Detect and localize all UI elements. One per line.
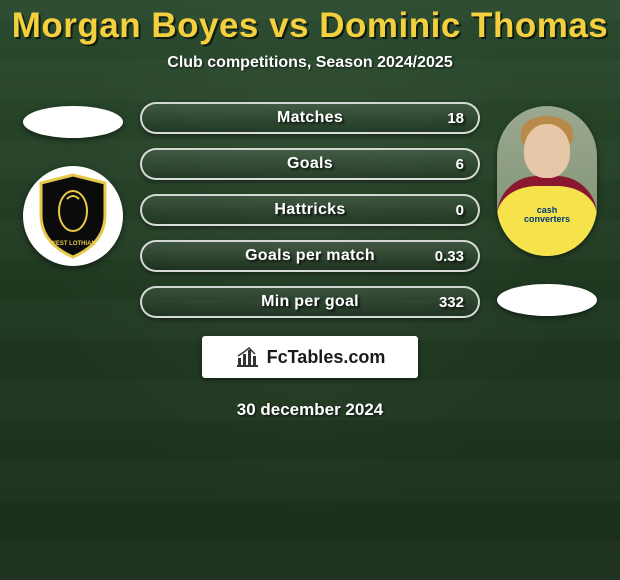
stat-bar: Matches 18 bbox=[140, 102, 480, 134]
player2-name-ellipse bbox=[497, 284, 597, 316]
content-container: Morgan Boyes vs Dominic Thomas Club comp… bbox=[0, 0, 620, 580]
player-photo: cash converters bbox=[497, 106, 597, 256]
left-column: WEST LOTHIAN bbox=[18, 102, 128, 266]
player1-name-ellipse bbox=[23, 106, 123, 138]
stat-label: Goals per match bbox=[245, 247, 375, 265]
stat-value-right: 0.33 bbox=[435, 248, 464, 265]
photo-head bbox=[524, 124, 570, 178]
right-column: cash converters bbox=[492, 102, 602, 316]
date-text: 30 december 2024 bbox=[237, 400, 384, 420]
main-row: WEST LOTHIAN Matches 18 Goals 6 Hattricks 0 Go… bbox=[0, 102, 620, 318]
stat-bar: Goals per match 0.33 bbox=[140, 240, 480, 272]
page-title: Morgan Boyes vs Dominic Thomas bbox=[12, 6, 609, 46]
stat-value-right: 332 bbox=[439, 294, 464, 311]
stat-bar: Min per goal 332 bbox=[140, 286, 480, 318]
shield-text: WEST LOTHIAN bbox=[50, 241, 96, 247]
branding-text: FcTables.com bbox=[267, 347, 386, 368]
club-badge: WEST LOTHIAN bbox=[23, 166, 123, 266]
stats-column: Matches 18 Goals 6 Hattricks 0 Goals per match… bbox=[140, 102, 480, 318]
stat-value-right: 0 bbox=[456, 202, 464, 219]
stat-label: Hattricks bbox=[274, 201, 345, 219]
stat-bar: Goals 6 bbox=[140, 148, 480, 180]
stat-label: Goals bbox=[287, 155, 333, 173]
stat-bar: Hattricks 0 bbox=[140, 194, 480, 226]
branding-badge: FcTables.com bbox=[202, 336, 418, 378]
photo-sponsor-text: cash converters bbox=[522, 206, 572, 224]
stat-value-right: 6 bbox=[456, 156, 464, 173]
stat-label: Min per goal bbox=[261, 293, 359, 311]
chart-icon bbox=[235, 346, 261, 368]
stat-label: Matches bbox=[277, 109, 343, 127]
stat-value-right: 18 bbox=[447, 110, 464, 127]
shield-icon: WEST LOTHIAN bbox=[33, 171, 113, 261]
subtitle: Club competitions, Season 2024/2025 bbox=[167, 54, 452, 72]
